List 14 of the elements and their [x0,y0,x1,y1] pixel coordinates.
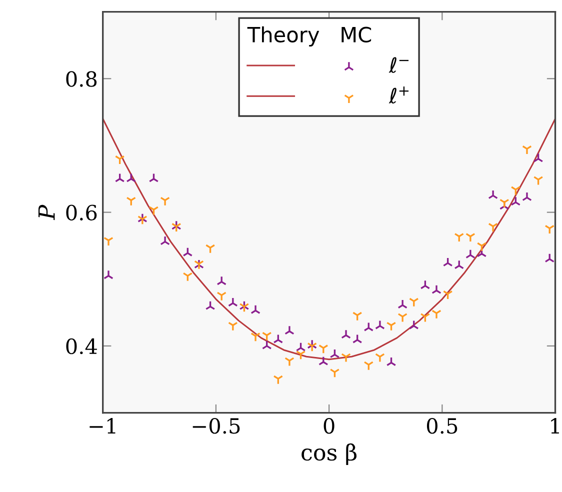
line-series [102,118,556,360]
y-tick-label: 0.4 [66,338,97,354]
x-tick-label: 0 [324,418,334,434]
x-tick-label: 1 [551,418,559,434]
x-tick-label: −0.5 [192,418,240,434]
y-tick-label: 0.6 [66,204,97,221]
y-tick-label: 0.8 [66,71,97,87]
x-tick-label: 0.5 [426,418,458,434]
x-axis-title: cos β [302,443,357,465]
legend-title: Theory MC [247,26,372,47]
x-tick-label: −1 [90,418,116,434]
y-axis-title: P [38,204,55,220]
legend-label: ℓ$^{+}$ [388,86,409,104]
legend-label: ℓ$^{−}$ [388,57,409,73]
